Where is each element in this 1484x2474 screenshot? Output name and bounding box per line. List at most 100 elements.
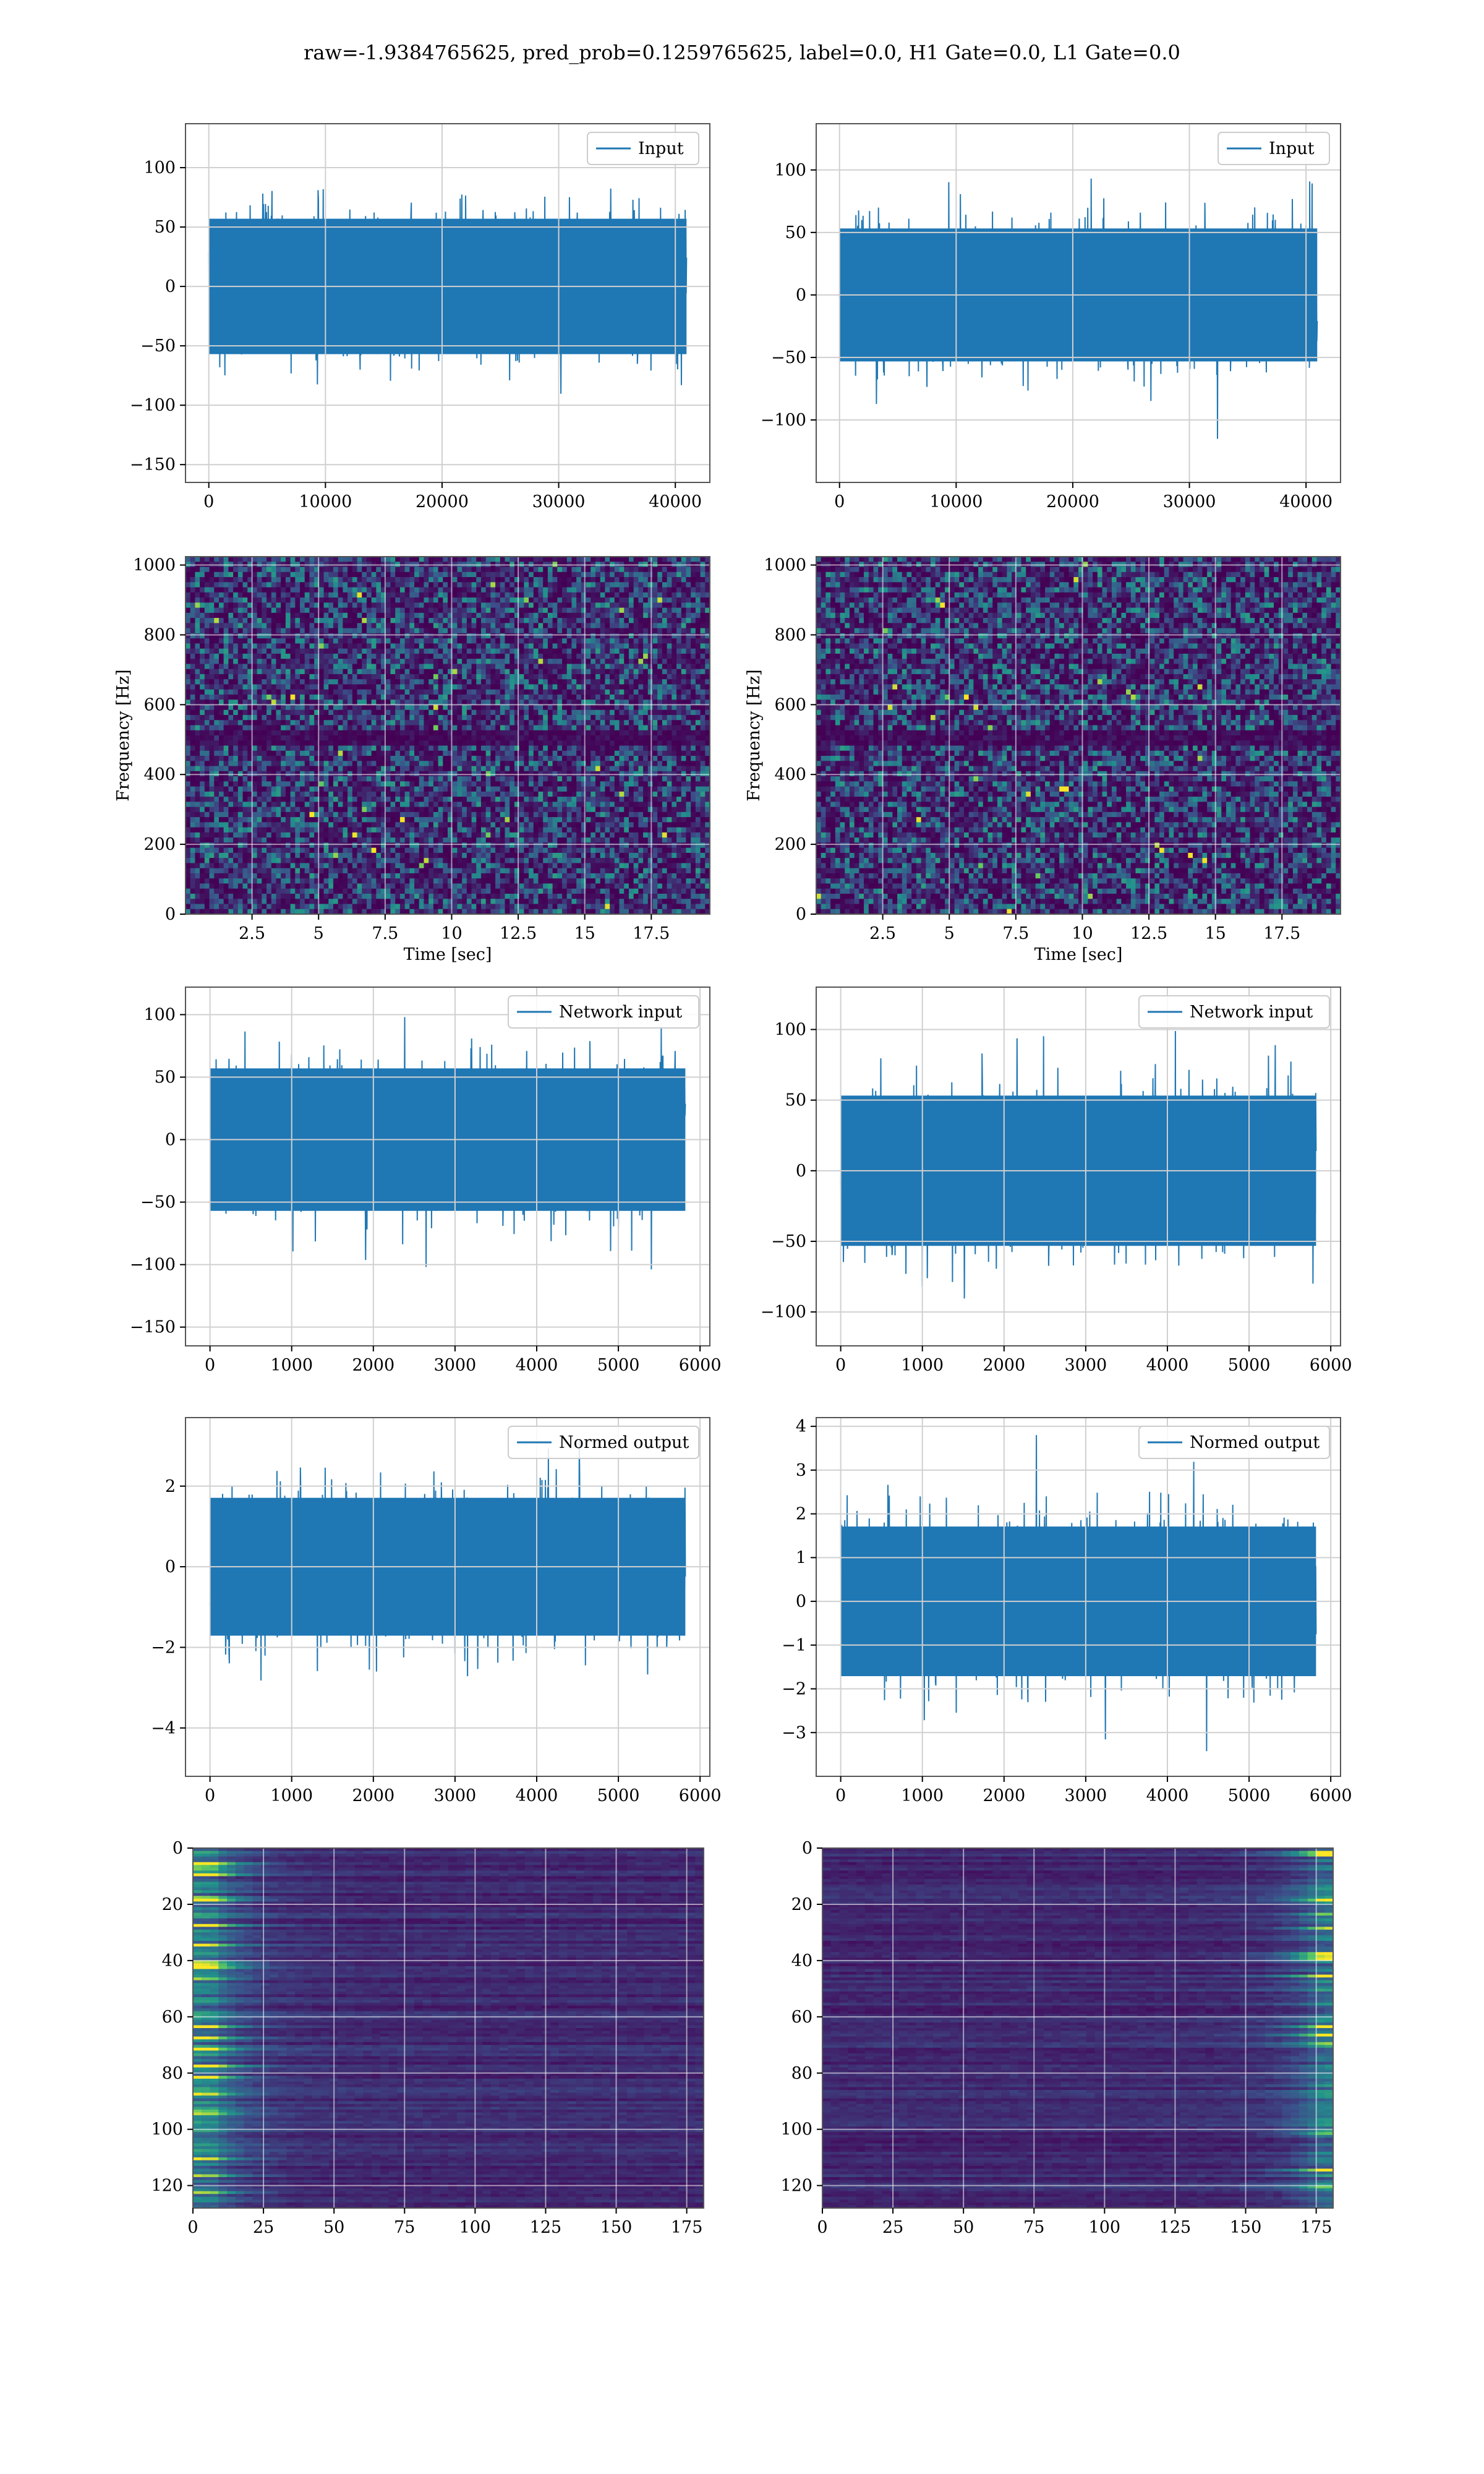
heatmap-cell	[285, 618, 291, 623]
heatmap-cell	[390, 679, 396, 685]
heatmap-cell	[357, 618, 362, 623]
heatmap-cell	[514, 587, 520, 593]
heatmap-cell	[376, 893, 382, 899]
heatmap-cell	[204, 571, 210, 578]
heatmap-cell	[409, 797, 415, 802]
heatmap-cell	[485, 756, 491, 761]
heatmap-cell	[471, 567, 477, 573]
heatmap-cell	[466, 868, 472, 874]
heatmap-cell	[348, 863, 353, 869]
heatmap-cell	[395, 587, 401, 593]
heatmap-cell	[452, 832, 458, 838]
legend-label: Input	[638, 139, 684, 158]
heatmap-cell	[328, 745, 334, 751]
heatmap-cell	[457, 669, 463, 675]
heatmap-cell	[285, 802, 291, 808]
heatmap-cell	[309, 781, 315, 787]
heatmap-cell	[409, 618, 415, 623]
heatmap-cell	[271, 567, 277, 573]
heatmap-cell	[204, 628, 210, 634]
heatmap-cell	[514, 797, 520, 802]
heatmap-cell	[438, 827, 443, 833]
heatmap-cell	[480, 893, 487, 899]
heatmap-cell	[314, 592, 320, 598]
heatmap-cell	[424, 899, 429, 905]
heatmap-cell	[242, 623, 248, 629]
heatmap-cell	[290, 714, 296, 721]
heatmap-cell	[376, 766, 382, 772]
heatmap-cell	[309, 587, 315, 593]
heatmap-cell	[300, 909, 305, 914]
heatmap-cell	[333, 674, 339, 680]
heatmap-cell	[276, 633, 281, 639]
heatmap-cell	[237, 807, 244, 813]
heatmap-cell	[385, 623, 391, 629]
heatmap-cell	[323, 756, 329, 761]
heatmap-cell	[362, 689, 367, 695]
heatmap-cell	[357, 700, 362, 706]
heatmap-cell	[448, 571, 453, 578]
heatmap-cell	[237, 904, 244, 910]
heatmap-cell	[328, 557, 334, 562]
heatmap-cell	[228, 628, 234, 634]
heatmap-cell	[500, 633, 506, 639]
heatmap-cell	[414, 592, 420, 598]
heatmap-cell	[395, 802, 401, 808]
heatmap-cell	[433, 852, 439, 858]
heatmap-cell	[343, 802, 348, 808]
heatmap-cell	[267, 745, 272, 751]
heatmap-cell	[462, 893, 467, 899]
heatmap-cell	[404, 648, 410, 654]
heatmap-cell	[376, 807, 382, 813]
heatmap-cell	[366, 730, 372, 736]
heatmap-cell	[357, 888, 362, 894]
heatmap-cell	[371, 858, 377, 864]
heatmap-cell	[304, 557, 310, 562]
heatmap-cell	[214, 832, 220, 838]
heatmap-cell	[209, 623, 215, 629]
heatmap-cell	[485, 735, 491, 741]
heatmap-cell	[348, 623, 353, 629]
heatmap-cell	[186, 700, 191, 706]
heatmap-cell	[267, 756, 272, 761]
heatmap-cell	[505, 750, 510, 756]
heatmap-cell	[309, 832, 315, 838]
heatmap-cell	[385, 868, 391, 874]
heatmap-cell	[514, 858, 520, 864]
heatmap-cell	[385, 740, 391, 747]
heatmap-cell	[505, 684, 510, 690]
heatmap-cell	[290, 689, 296, 695]
heatmap-cell	[409, 766, 415, 772]
heatmap-cell	[348, 837, 353, 843]
heatmap-cell	[404, 740, 410, 747]
heatmap-cell	[242, 607, 248, 614]
heatmap-cell	[448, 797, 453, 802]
heatmap-cell	[366, 842, 372, 849]
heatmap-cell	[304, 883, 310, 889]
heatmap-cell	[419, 842, 425, 849]
heatmap-cell	[462, 587, 467, 593]
heatmap-cell	[462, 648, 467, 654]
heatmap-cell	[295, 868, 301, 874]
heatmap-cell	[390, 756, 396, 761]
heatmap-cell	[195, 817, 200, 823]
heatmap-cell	[242, 873, 248, 879]
heatmap-cell	[376, 643, 382, 649]
heatmap-cell	[514, 679, 520, 685]
heatmap-cell	[314, 664, 320, 670]
heatmap-cell	[485, 832, 491, 838]
heatmap-cell	[457, 694, 463, 700]
heatmap-cell	[419, 674, 425, 680]
heatmap-cell	[200, 607, 205, 614]
heatmap-cell	[295, 745, 301, 751]
heatmap-cell	[443, 847, 448, 854]
y-tick-label: −150	[130, 455, 176, 474]
heatmap-cell	[223, 807, 229, 813]
heatmap-cell	[480, 802, 487, 808]
heatmap-cell	[200, 909, 205, 914]
heatmap-cell	[362, 633, 367, 639]
heatmap-cell	[186, 628, 191, 634]
heatmap-cell	[485, 745, 491, 751]
heatmap-cell	[262, 669, 267, 675]
heatmap-cell	[362, 832, 367, 838]
